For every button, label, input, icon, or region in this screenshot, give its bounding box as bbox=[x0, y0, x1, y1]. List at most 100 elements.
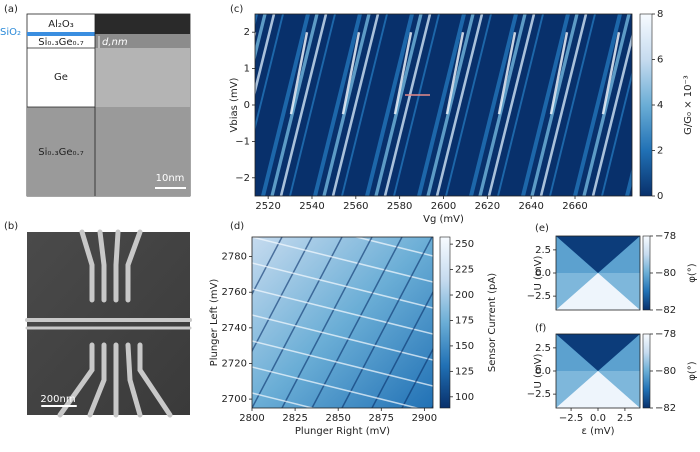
y-tick-label: 2740 bbox=[222, 323, 247, 334]
y-tick-label: 0 bbox=[244, 100, 250, 111]
colorbar-tick-label: −78 bbox=[655, 329, 676, 340]
stack-diagram bbox=[26, 13, 191, 197]
heatmap-stripe bbox=[393, 14, 440, 196]
y-axis-label: Plunger Left (mV) bbox=[209, 279, 220, 367]
x-tick-label: 2800 bbox=[239, 413, 264, 424]
y-tick-label: 0.0 bbox=[535, 366, 551, 377]
heatmap-stripe bbox=[255, 14, 276, 97]
colorbar bbox=[639, 13, 653, 197]
heatmap-stripe bbox=[549, 14, 596, 196]
heatmap-stripe bbox=[255, 14, 284, 132]
heatmap-stripe bbox=[573, 14, 622, 196]
x-tick-label: 2580 bbox=[387, 201, 412, 212]
heatmap-stripe bbox=[497, 31, 517, 115]
charge-line bbox=[252, 366, 421, 408]
colorbar-label: φ(°) bbox=[687, 263, 698, 282]
layer-label: Si₀.₃Ge₀.₇ bbox=[38, 37, 83, 48]
heatmap-stripe bbox=[341, 14, 388, 196]
heatmap-stripe bbox=[530, 14, 579, 196]
charge-line bbox=[252, 314, 433, 361]
y-axis-label: U (mV) bbox=[533, 255, 544, 290]
y-tick-label: 2700 bbox=[222, 394, 247, 405]
colorbar-tick-label: 200 bbox=[455, 290, 474, 301]
heatmap-region bbox=[556, 236, 598, 310]
charge-line bbox=[252, 340, 433, 387]
heatmap-region bbox=[556, 334, 598, 408]
heatmap-stripe bbox=[365, 14, 414, 196]
x-tick-label: 2560 bbox=[343, 201, 368, 212]
panel-label: (b) bbox=[4, 221, 18, 232]
heatmap-stripe bbox=[591, 32, 632, 196]
heatmap-stripe bbox=[417, 14, 466, 196]
x-tick-label: 0.0 bbox=[590, 413, 606, 424]
charge-line bbox=[341, 237, 433, 408]
colorbar-tick-label: −78 bbox=[655, 231, 676, 242]
y-axis-label: Vbias (mV) bbox=[229, 77, 240, 132]
heatmap-stripe bbox=[601, 70, 632, 196]
charge-line bbox=[311, 237, 403, 408]
layer-label: Al₂O₃ bbox=[48, 19, 74, 30]
heatmap-stripe bbox=[322, 14, 371, 196]
colorbar bbox=[642, 235, 651, 311]
colorbar-tick-label: 2 bbox=[657, 146, 663, 157]
y-tick-label: 0.0 bbox=[535, 268, 551, 279]
colorbar-tick-label: −82 bbox=[655, 403, 676, 414]
heatmap-stripe bbox=[279, 14, 328, 196]
heatmap-region bbox=[556, 273, 640, 310]
colorbar-tick-label: −82 bbox=[655, 305, 676, 316]
colorbar-tick-label: 4 bbox=[657, 100, 663, 111]
colorbar bbox=[439, 236, 451, 409]
panel-label: (f) bbox=[535, 323, 546, 334]
y-tick-label: 2 bbox=[244, 27, 250, 38]
colorbar-tick-label: 150 bbox=[455, 341, 474, 352]
x-tick-label: 2900 bbox=[412, 413, 437, 424]
layer-label: Si₀.₃Ge₀.₇ bbox=[38, 147, 83, 158]
colorbar-tick-label: 0 bbox=[657, 191, 663, 202]
colorbar bbox=[642, 333, 651, 409]
heatmap-stripe bbox=[487, 14, 536, 196]
panel-label: (d) bbox=[230, 221, 244, 232]
heatmap-stripe bbox=[270, 14, 319, 196]
x-tick-label: −2.5 bbox=[559, 413, 583, 424]
heatmap-stripe bbox=[435, 14, 484, 196]
heatmap bbox=[556, 236, 640, 310]
x-tick-label: 2620 bbox=[475, 201, 500, 212]
panel-label: (c) bbox=[230, 4, 243, 15]
scale-bar-label: 10nm bbox=[156, 173, 185, 184]
charge-line bbox=[252, 392, 316, 408]
heatmap-stripe bbox=[549, 31, 569, 115]
x-tick-label: 2540 bbox=[299, 201, 324, 212]
colorbar-tick-label: 6 bbox=[657, 55, 663, 66]
colorbar-tick-label: 125 bbox=[455, 366, 474, 377]
colorbar-label: Sensor Current (pA) bbox=[487, 273, 498, 372]
heatmap-stripe bbox=[289, 31, 309, 115]
heatmap bbox=[252, 237, 433, 408]
heatmap-stripe bbox=[261, 14, 310, 196]
sem-image bbox=[25, 229, 192, 418]
thickness-label: d,nm bbox=[102, 37, 128, 48]
heatmap-region bbox=[556, 371, 640, 408]
charge-line bbox=[252, 237, 433, 283]
y-tick-label: 2760 bbox=[222, 287, 247, 298]
heatmap-stripe bbox=[374, 14, 423, 196]
x-tick-label: 2.5 bbox=[617, 413, 633, 424]
plot-frame bbox=[251, 236, 434, 409]
heatmap-region bbox=[556, 236, 640, 273]
heatmap-stripe bbox=[582, 14, 631, 196]
heatmap-stripe bbox=[445, 14, 492, 196]
x-tick-label: 2875 bbox=[369, 413, 394, 424]
y-tick-label: −2.5 bbox=[527, 389, 551, 400]
charge-line bbox=[252, 237, 313, 353]
heatmap-stripe bbox=[469, 14, 518, 196]
heatmap-region bbox=[598, 236, 640, 310]
heatmap-region bbox=[556, 334, 640, 371]
x-axis-label: ε (mV) bbox=[582, 426, 615, 437]
colorbar-tick-label: 100 bbox=[455, 392, 474, 403]
heatmap-stripe bbox=[393, 31, 413, 115]
y-tick-label: 1 bbox=[244, 64, 250, 75]
y-tick-label: −2 bbox=[235, 173, 250, 184]
charge-line bbox=[252, 237, 283, 296]
heatmap-stripe bbox=[341, 31, 361, 115]
panel-label: (a) bbox=[4, 4, 18, 15]
